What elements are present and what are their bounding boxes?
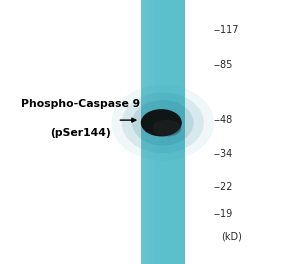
Text: Phospho-Caspase 9: Phospho-Caspase 9 — [21, 99, 140, 109]
Bar — [158, 0, 160, 264]
Text: (pSer144): (pSer144) — [50, 128, 111, 138]
Bar — [155, 0, 157, 264]
Text: --48: --48 — [214, 115, 233, 125]
Bar — [142, 0, 144, 264]
Bar — [148, 0, 149, 264]
Text: --117: --117 — [214, 25, 239, 35]
Bar — [149, 0, 151, 264]
Bar — [157, 0, 158, 264]
Ellipse shape — [132, 100, 194, 145]
Bar — [154, 0, 155, 264]
Text: --19: --19 — [214, 209, 233, 219]
Bar — [153, 0, 154, 264]
Ellipse shape — [153, 120, 181, 136]
Bar — [145, 0, 147, 264]
Bar — [151, 0, 153, 264]
Ellipse shape — [112, 85, 214, 161]
Bar — [160, 0, 161, 264]
Text: --85: --85 — [214, 60, 233, 70]
Bar — [141, 0, 142, 264]
Text: --22: --22 — [214, 182, 233, 192]
Ellipse shape — [141, 109, 182, 136]
Text: (kD): (kD) — [221, 231, 242, 241]
Text: --34: --34 — [214, 149, 233, 159]
Bar — [161, 0, 163, 264]
Bar — [144, 0, 145, 264]
Bar — [147, 0, 148, 264]
Ellipse shape — [122, 92, 204, 153]
Bar — [141, 0, 185, 264]
